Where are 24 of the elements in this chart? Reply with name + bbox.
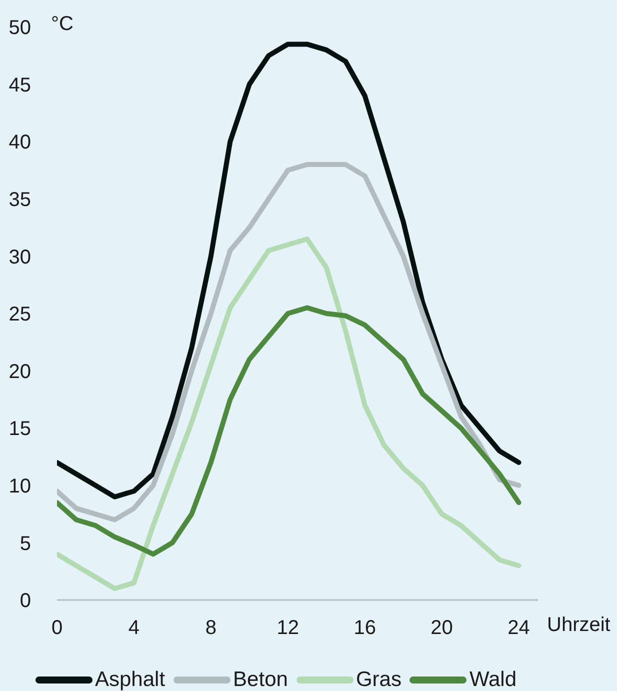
y-tick-label: 10 (8, 476, 31, 498)
x-tick-label: 8 (205, 617, 216, 640)
y-tick-label: 40 (8, 132, 31, 154)
legend-label: Gras (356, 668, 402, 691)
x-tick-label: 24 (508, 617, 530, 640)
y-tick-label: 0 (20, 590, 31, 612)
x-tick-label: 20 (430, 617, 453, 640)
x-axis-title: Uhrzeit (547, 614, 610, 637)
y-tick-label: 20 (8, 360, 31, 383)
x-tick-label: 16 (354, 617, 376, 640)
y-tick-label: 30 (8, 246, 31, 268)
legend-label: Asphalt (95, 668, 166, 691)
y-tick-label: 35 (8, 189, 31, 211)
y-tick-label: 25 (8, 304, 31, 326)
x-tick-label: 0 (51, 617, 63, 640)
legend-label: Wald (469, 668, 517, 691)
x-tick-label: 12 (276, 617, 300, 640)
x-tick-label: 4 (128, 617, 140, 640)
legend-label: Beton (233, 668, 288, 691)
y-tick-label: 15 (8, 418, 31, 440)
y-tick-label: 5 (20, 532, 31, 555)
y-axis-title: °C (51, 13, 74, 36)
y-tick-label: 50 (8, 17, 31, 40)
y-tick-label: 45 (8, 74, 31, 96)
